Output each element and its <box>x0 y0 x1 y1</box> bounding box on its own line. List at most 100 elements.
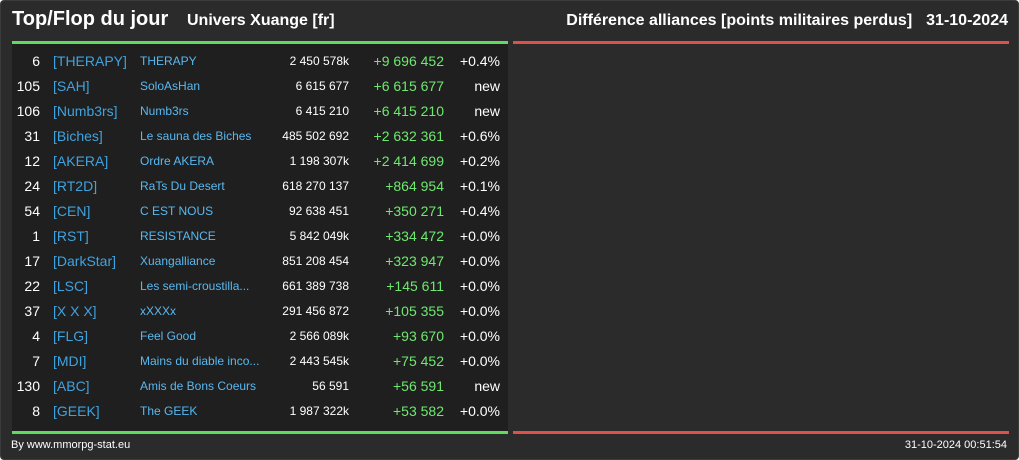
table-row: 8 [GEEK] The GEEK 1 987 322k +53 582 +0.0% <box>12 399 508 424</box>
alliance-name-link[interactable]: Les semi-croustilla... <box>140 279 250 293</box>
points-difference: +145 611 <box>386 278 444 294</box>
percent-change: new <box>474 78 500 94</box>
points-difference: +75 452 <box>393 353 444 369</box>
percent-change: +0.0% <box>459 228 500 244</box>
alliance-rank: 1 <box>32 228 40 244</box>
table-row: 17 [DarkStar] Xuangalliance 851 208 454 +323… <box>12 249 508 274</box>
alliance-name-link[interactable]: Amis de Bons Coeurs <box>140 379 257 393</box>
percent-change: +0.1% <box>459 178 500 194</box>
alliance-name-link[interactable]: THERAPY <box>140 54 197 68</box>
alliance-points: 1 198 307k <box>289 154 349 168</box>
bottom-gainers-divider <box>12 431 508 434</box>
percent-change: +0.4% <box>459 203 500 219</box>
top-losers-panel <box>513 44 1009 431</box>
alliance-rank: 130 <box>16 378 40 394</box>
percent-change: +0.4% <box>459 53 500 69</box>
alliance-points: 2 566 089k <box>289 329 349 343</box>
alliance-points: 291 456 872 <box>282 304 349 318</box>
alliance-tag-link[interactable]: [THERAPY] <box>53 53 127 69</box>
alliance-tag-link[interactable]: [CEN] <box>53 203 91 219</box>
alliance-name-link[interactable]: Le sauna des Biches <box>140 129 252 143</box>
alliance-name-link[interactable]: Ordre AKERA <box>140 154 215 168</box>
alliance-tag-link[interactable]: [Biches] <box>53 128 103 144</box>
alliance-tag-link[interactable]: [Numb3rs] <box>53 103 118 119</box>
ranking-date: 31-10-2024 <box>926 12 1008 29</box>
header: Top/Flop du jour Univers Xuange [fr] Dif… <box>1 1 1018 41</box>
percent-change: +0.0% <box>459 328 500 344</box>
table-row: 7 [MDI] Mains du diable inco... 2 443 545k +… <box>12 349 508 374</box>
alliance-tag-link[interactable]: [AKERA] <box>53 153 109 169</box>
alliance-tag-link[interactable]: [SAH] <box>53 78 90 94</box>
alliance-tag-link[interactable]: [RST] <box>53 228 89 244</box>
alliance-rank: 17 <box>24 253 40 269</box>
alliance-rank: 106 <box>16 103 40 119</box>
alliance-tag-link[interactable]: [FLG] <box>53 328 89 344</box>
alliance-name-link[interactable]: xXXXx <box>140 304 177 318</box>
source-link[interactable]: By www.mmorpg-stat.eu <box>11 439 131 451</box>
alliance-tag-link[interactable]: [LSC] <box>53 278 89 294</box>
alliance-tag-link[interactable]: [ABC] <box>53 378 90 394</box>
points-difference: +323 947 <box>385 253 444 269</box>
alliance-points: 851 208 454 <box>282 254 349 268</box>
table-row: 105 [SAH] SoloAsHan 6 615 677 +6 615 677 new <box>12 74 508 99</box>
alliance-rank: 24 <box>24 178 40 194</box>
alliance-rank: 4 <box>32 328 40 344</box>
alliance-name-link[interactable]: Xuangalliance <box>140 254 216 268</box>
alliance-list: 6 [THERAPY] THERAPY 2 450 578k +9 696 452 +0.… <box>12 49 508 424</box>
alliance-tag-link[interactable]: [MDI] <box>53 353 87 369</box>
page-title: Top/Flop du jour <box>12 8 169 30</box>
alliance-tag-link[interactable]: [X X X] <box>53 303 97 319</box>
alliance-name-link[interactable]: Feel Good <box>140 329 197 343</box>
alliance-rank: 105 <box>16 78 40 94</box>
alliance-name-link[interactable]: SoloAsHan <box>140 79 201 93</box>
points-difference: +334 472 <box>385 228 444 244</box>
points-difference: +2 414 699 <box>373 153 444 169</box>
alliance-name-link[interactable]: Mains du diable inco... <box>140 354 260 368</box>
alliance-points: 5 842 049k <box>289 229 349 243</box>
alliance-points: 56 591 <box>312 379 349 393</box>
alliance-rank: 31 <box>24 128 40 144</box>
alliance-points: 6 415 210 <box>295 104 349 118</box>
alliance-rank: 37 <box>24 303 40 319</box>
alliance-name-link[interactable]: The GEEK <box>140 404 198 418</box>
table-row: 31 [Biches] Le sauna des Biches 485 502 692… <box>12 124 508 149</box>
percent-change: +0.0% <box>459 403 500 419</box>
alliance-points: 618 270 137 <box>282 179 349 193</box>
generated-timestamp: 31-10-2024 00:51:54 <box>904 439 1007 451</box>
alliance-points: 6 615 677 <box>295 79 349 93</box>
percent-change: +0.0% <box>459 353 500 369</box>
alliance-tag-link[interactable]: [DarkStar] <box>53 253 117 269</box>
points-difference: +53 582 <box>393 403 444 419</box>
alliance-points: 661 389 738 <box>282 279 349 293</box>
points-difference: +350 271 <box>385 203 444 219</box>
percent-change: +0.0% <box>459 303 500 319</box>
table-row: 4 [FLG] Feel Good 2 566 089k +93 670 +0.0% <box>12 324 508 349</box>
alliance-name-link[interactable]: RESISTANCE <box>140 229 216 243</box>
points-difference: +2 632 361 <box>373 128 444 144</box>
top-gainers-panel: 6 [THERAPY] THERAPY 2 450 578k +9 696 452 +0.… <box>12 44 508 431</box>
percent-change: +0.0% <box>459 253 500 269</box>
points-difference: +105 355 <box>385 303 444 319</box>
table-row: 12 [AKERA] Ordre AKERA 1 198 307k +2 414 699… <box>12 149 508 174</box>
table-row: 106 [Numb3rs] Numb3rs 6 415 210 +6 415 210 ne… <box>12 99 508 124</box>
bottom-losers-divider <box>513 431 1009 434</box>
points-difference: +864 954 <box>385 178 444 194</box>
alliance-name-link[interactable]: C EST NOUS <box>140 204 214 218</box>
table-row: 37 [X X X] xXXXx 291 456 872 +105 355 +0.0% <box>12 299 508 324</box>
alliance-points: 1 987 322k <box>289 404 349 418</box>
top-losers-divider <box>513 41 1009 44</box>
alliance-rank: 8 <box>32 403 40 419</box>
alliance-rank: 22 <box>24 278 40 294</box>
points-difference: +6 615 677 <box>373 78 444 94</box>
table-row: 6 [THERAPY] THERAPY 2 450 578k +9 696 452 +0.… <box>12 49 508 74</box>
alliance-points: 485 502 692 <box>282 129 349 143</box>
alliance-name-link[interactable]: RaTs Du Desert <box>140 179 225 193</box>
alliance-rank: 6 <box>32 53 40 69</box>
alliance-tag-link[interactable]: [RT2D] <box>53 178 98 194</box>
percent-change: +0.2% <box>459 153 500 169</box>
alliance-name-link[interactable]: Numb3rs <box>140 104 189 118</box>
alliance-tag-link[interactable]: [GEEK] <box>53 403 100 419</box>
points-difference: +9 696 452 <box>373 53 444 69</box>
table-row: 130 [ABC] Amis de Bons Coeurs 56 591 +56 591… <box>12 374 508 399</box>
